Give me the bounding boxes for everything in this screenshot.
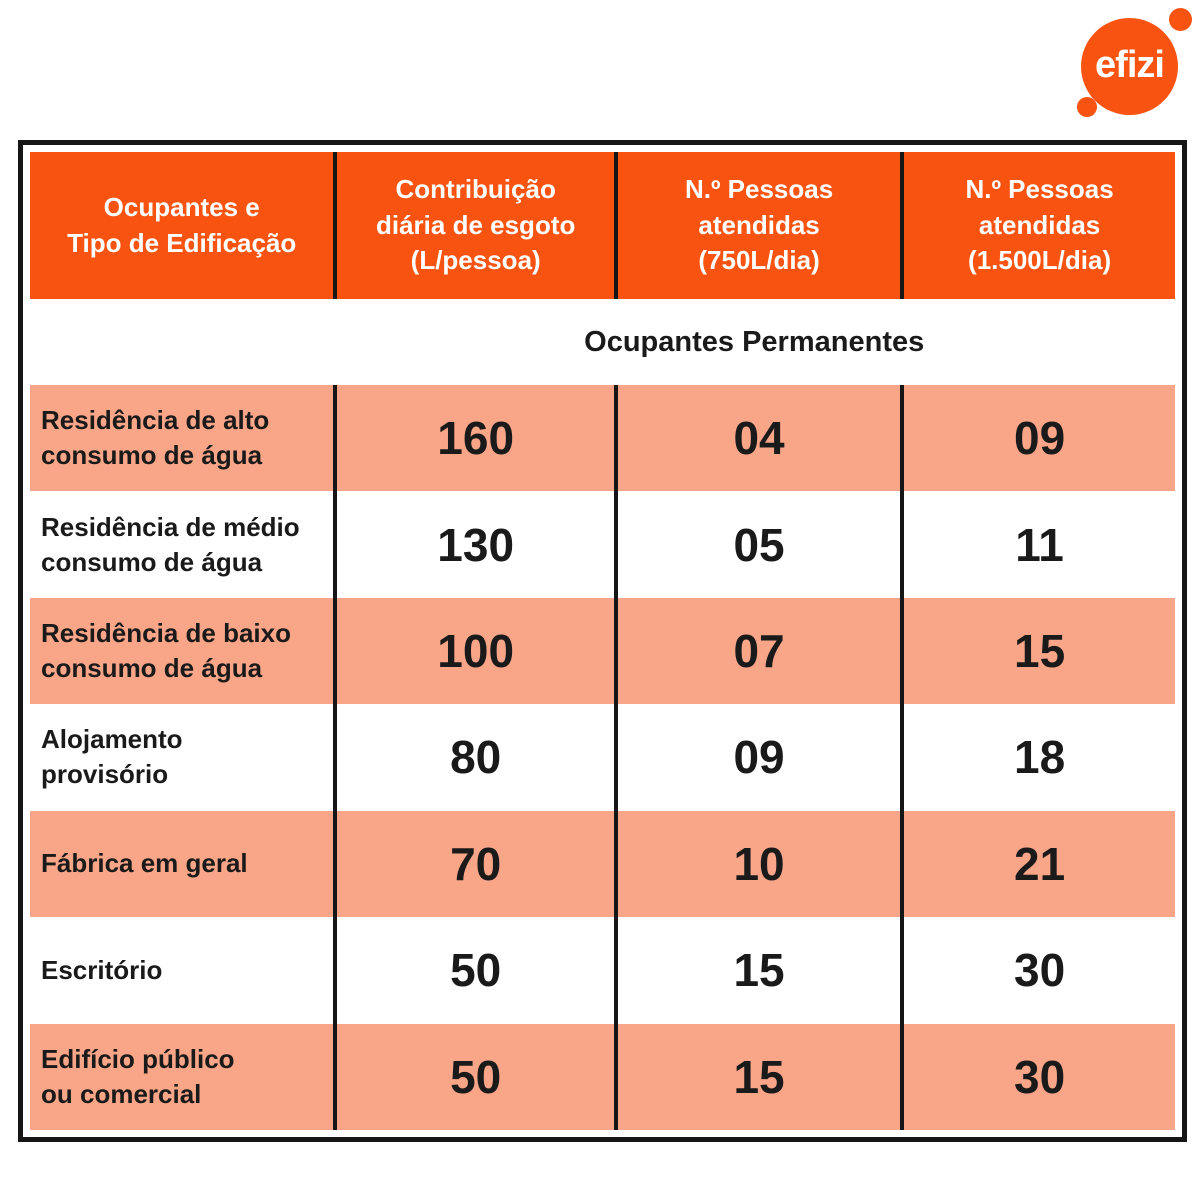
section-title: Ocupantes Permanentes xyxy=(584,325,925,358)
cell-people-1500: 11 xyxy=(900,491,1175,598)
cell-people-750: 10 xyxy=(613,810,900,918)
cell-people-750: 04 xyxy=(613,385,900,492)
column-header-pessoas-1500: N.º Pessoas atendidas (1.500L/dia) xyxy=(900,152,1175,299)
cell-people-1500: 15 xyxy=(900,597,1175,705)
row-label: Escritório xyxy=(41,954,163,985)
table-row: Fábrica em geral 70 10 21 xyxy=(30,810,1175,918)
cell-people-1500: 30 xyxy=(900,917,1175,1024)
data-table: Ocupantes e Tipo de Edificação Contribui… xyxy=(18,140,1187,1142)
table-header-row: Ocupantes e Tipo de Edificação Contribui… xyxy=(30,152,1175,299)
cell-people-750: 15 xyxy=(613,917,900,1024)
row-label: Alojamento provisório xyxy=(41,724,183,790)
row-label: Residência de alto consumo de água xyxy=(41,405,270,471)
column-header-pessoas-750: N.º Pessoas atendidas (750L/dia) xyxy=(613,152,901,299)
table-row: Alojamento provisório 80 09 18 xyxy=(30,704,1175,811)
cell-people-750: 07 xyxy=(613,597,900,705)
column-header-ocupantes: Ocupantes e Tipo de Edificação xyxy=(30,152,334,299)
cell-people-1500: 30 xyxy=(900,1023,1175,1130)
efizi-logo: efizi xyxy=(1081,18,1178,115)
cell-people-1500: 09 xyxy=(900,385,1175,492)
cell-contribution: 100 xyxy=(333,597,614,705)
cell-contribution: 80 xyxy=(333,704,614,811)
section-title-spacer xyxy=(30,299,333,385)
logo-dot-bottom-left xyxy=(1077,97,1097,117)
logo-dot-top-right xyxy=(1169,8,1192,31)
table-row: Edifício público ou comercial 50 15 30 xyxy=(30,1023,1175,1130)
cell-contribution: 50 xyxy=(333,1023,614,1130)
table-row: Escritório 50 15 30 xyxy=(30,917,1175,1024)
row-label: Residência de baixo consumo de água xyxy=(41,617,291,684)
table-row: Residência de médio consumo de água 130 05… xyxy=(30,491,1175,598)
table-body: Residência de alto consumo de água 160 04 0… xyxy=(30,385,1175,1130)
table-row: Residência de baixo consumo de água 100 07… xyxy=(30,597,1175,705)
logo-text: efizi xyxy=(1095,43,1165,86)
row-label: Residência de médio consumo de água xyxy=(41,511,300,577)
cell-people-750: 09 xyxy=(613,704,900,811)
cell-contribution: 50 xyxy=(333,917,614,1024)
cell-people-1500: 21 xyxy=(900,810,1175,918)
row-label: Edifício público ou comercial xyxy=(41,1043,235,1109)
column-header-contribuicao: Contribuição diária de esgoto (L/pessoa) xyxy=(333,152,614,299)
cell-people-750: 15 xyxy=(613,1023,900,1130)
section-title-row: Ocupantes Permanentes xyxy=(30,299,1175,385)
cell-contribution: 160 xyxy=(333,385,614,492)
cell-people-1500: 18 xyxy=(900,704,1175,811)
cell-contribution: 130 xyxy=(333,491,614,598)
cell-people-750: 05 xyxy=(613,491,900,598)
table-row: Residência de alto consumo de água 160 04 0… xyxy=(30,385,1175,492)
cell-contribution: 70 xyxy=(333,810,614,918)
row-label: Fábrica em geral xyxy=(41,848,248,879)
